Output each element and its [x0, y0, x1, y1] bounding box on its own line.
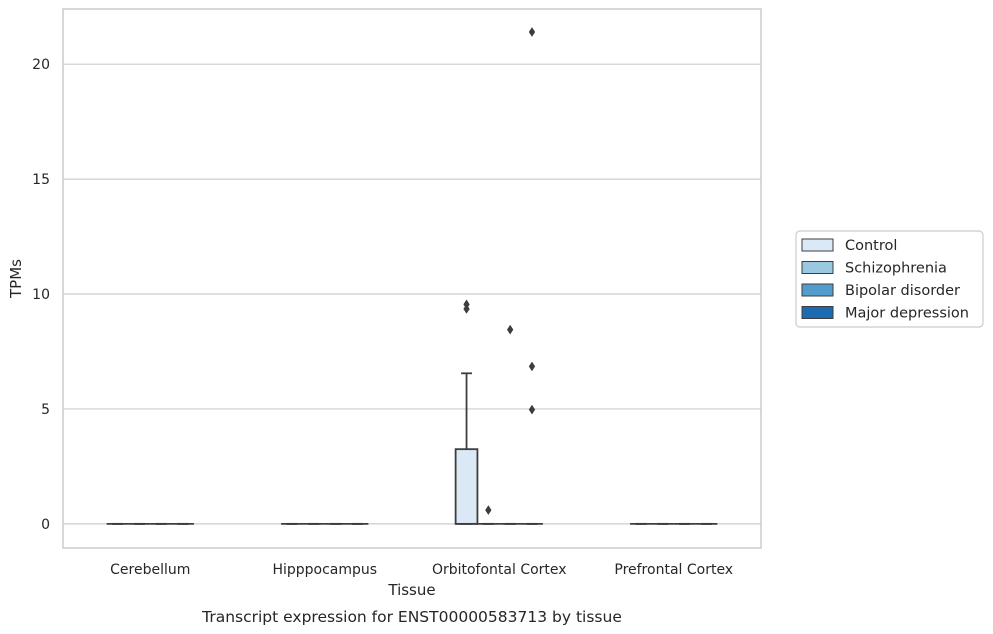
box-2-0 — [454, 299, 479, 525]
x-tick-label: Hipppocampus — [272, 562, 377, 578]
legend: Control Schizophrenia Bipolar disorder Majo… — [795, 230, 984, 328]
legend-label: Major depression — [845, 306, 969, 322]
legend-swatch — [801, 261, 834, 274]
x-axis-label: Tissue — [387, 581, 435, 599]
y-axis-ticks: 0 5 10 15 20 — [32, 57, 50, 533]
outlier-point — [507, 324, 514, 335]
box-2-2 — [499, 324, 522, 525]
legend-box — [795, 230, 984, 328]
outlier-point — [485, 505, 492, 515]
y-axis-label: TPMs — [7, 259, 25, 299]
plot-frame — [62, 8, 762, 549]
legend-label: Control — [845, 238, 897, 254]
outlier-point — [528, 27, 536, 37]
legend-swatch — [801, 238, 834, 252]
x-tick-label: Prefrontal Cortex — [614, 562, 733, 578]
x-tick-label: Cerebellum — [110, 562, 190, 578]
legend-label: Schizophrenia — [845, 261, 947, 277]
legend-swatch — [801, 283, 834, 297]
grid-lines — [63, 63, 761, 525]
outlier-point — [528, 361, 536, 372]
y-tick-label: 20 — [32, 57, 50, 73]
outlier-point — [528, 404, 536, 415]
x-axis-ticks: Cerebellum Hipppocampus Orbitofontal Corte… — [110, 562, 733, 578]
legend-swatch — [801, 306, 834, 319]
box-2-3 — [521, 27, 543, 525]
y-tick-label: 10 — [32, 287, 50, 303]
y-tick-label: 5 — [41, 402, 50, 418]
outlier-point — [463, 304, 470, 314]
chart-caption: Transcript expression for ENST0000058371… — [201, 608, 622, 626]
box-2-1 — [477, 505, 500, 525]
x-tick-label: Orbitofontal Cortex — [432, 562, 567, 578]
y-tick-label: 0 — [41, 517, 50, 533]
box-body — [454, 448, 479, 525]
legend-label: Bipolar disorder — [845, 283, 960, 299]
box-layer — [106, 27, 718, 525]
y-tick-label: 15 — [32, 172, 50, 188]
